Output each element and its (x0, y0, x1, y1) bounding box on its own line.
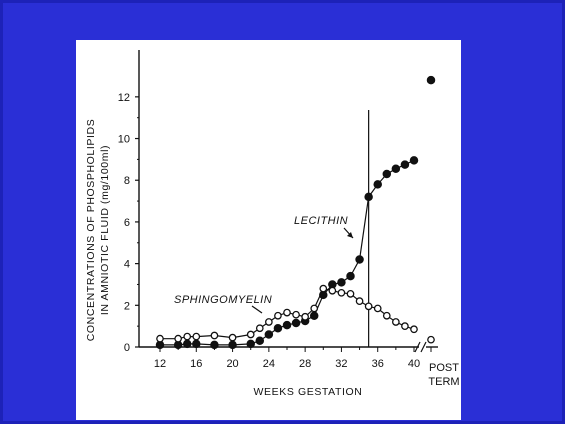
lecithin-pointer-arrow (347, 232, 353, 238)
sphingomyelin-point (328, 286, 337, 295)
sphingomyelin-point (255, 324, 264, 333)
lecithin-point (346, 271, 355, 281)
lecithin-point (309, 311, 319, 320)
lecithin-point (364, 192, 373, 202)
sphingomyelin-post-term-point (427, 335, 435, 344)
lecithin-point (264, 330, 274, 339)
lecithin-point (246, 339, 255, 349)
axis-break-mark (414, 341, 421, 353)
lecithin-point (273, 323, 283, 333)
post-term-label-line-2: TERM (428, 376, 459, 388)
sphingomyelin-point (210, 331, 219, 340)
sphingomyelin-point (274, 311, 282, 320)
sphingomyelin-pointer (251, 305, 263, 314)
y-tick-label: 8 (124, 175, 130, 187)
post-term-label-line-1: POST (429, 362, 459, 374)
lecithin-point (337, 278, 346, 287)
sphingomyelin-point (410, 325, 418, 334)
lecithin-point (400, 160, 410, 169)
sphingomyelin-point (401, 322, 409, 331)
sphingomyelin-point (283, 308, 291, 317)
sphingomyelin-point (228, 333, 237, 342)
lecithin-point (182, 339, 192, 349)
figure-paper: 0 2 4 6 8 10 12 12 16 20 24 28 32 36 40 LECITHIN SPHING… (76, 40, 461, 420)
x-tick-label: 20 (226, 358, 238, 370)
lecithin-point (282, 320, 292, 330)
sphingomyelin-point (174, 334, 182, 343)
y-axis-title-line-2: IN AMNIOTIC FLUID (mg/100ml) (99, 145, 111, 315)
sphingomyelin-point (319, 284, 328, 293)
lecithin-point (409, 156, 419, 165)
x-tick-label: 36 (372, 358, 384, 370)
x-tick-label: 16 (190, 358, 202, 370)
x-tick-label: 24 (263, 358, 275, 370)
lecithin-point (373, 180, 382, 189)
lecithin-point (210, 340, 219, 350)
y-tick-label: 10 (118, 134, 130, 146)
lecithin-label: LECITHIN (294, 215, 348, 227)
sphingomyelin-point (310, 304, 319, 313)
y-tick-label: 4 (124, 259, 130, 271)
sphingomyelin-point (246, 330, 255, 339)
y-axis-title-line-1: CONCENTRATIONS OF PHOSPHOLIPIDS (85, 119, 97, 342)
x-tick-label: 32 (335, 358, 347, 370)
y-tick-label: 6 (124, 217, 130, 229)
lecithin-point (192, 339, 201, 349)
y-tick-label: 2 (124, 300, 130, 312)
y-tick-label: 0 (124, 342, 130, 354)
sphingomyelin-point (346, 289, 355, 298)
lecithin-point (391, 164, 401, 174)
sphingomyelin-point (382, 311, 391, 320)
y-tick-label: 12 (118, 92, 130, 104)
x-axis-title: WEEKS GESTATION (254, 386, 363, 398)
lecithin-point (291, 318, 301, 328)
x-tick-label: 28 (299, 358, 311, 370)
lecithin-point (228, 340, 237, 350)
sphingomyelin-point (301, 312, 309, 321)
sphingomyelin-point (373, 304, 382, 313)
axis-break-mark (420, 341, 427, 353)
sphingomyelin-point (364, 302, 373, 311)
sphingomyelin-label: SPHINGOMYELIN (174, 294, 272, 306)
sphingomyelin-point (292, 310, 300, 319)
sphingomyelin-point (156, 334, 164, 343)
sphingomyelin-point (355, 297, 364, 305)
series-layer: LECITHIN SPHINGOMYELIN (155, 75, 436, 350)
lecithin-point (355, 255, 364, 264)
sphingomyelin-point (392, 318, 400, 326)
lecithin-point (255, 336, 265, 345)
lecithin-post-term-point (426, 75, 436, 85)
sphingomyelin-point (192, 332, 201, 341)
sphingomyelin-point (183, 332, 192, 341)
x-tick-label: 12 (154, 358, 166, 370)
sphingomyelin-point (337, 288, 346, 297)
lecithin-point (382, 169, 392, 179)
sphingomyelin-point (265, 318, 273, 326)
x-tick-label: 40 (408, 358, 420, 370)
